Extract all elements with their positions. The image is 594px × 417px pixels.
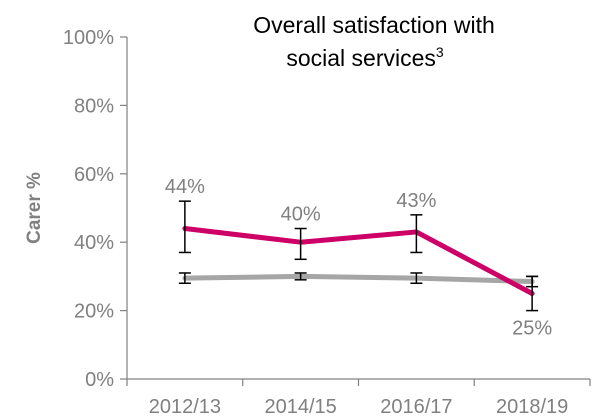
data-label: 43%: [396, 190, 436, 212]
x-tick-label: 2016/17: [380, 396, 452, 417]
chart-title-line2-text: social services: [286, 45, 436, 71]
x-tick-label: 2018/19: [496, 396, 568, 417]
data-label: 25%: [512, 318, 552, 340]
y-tick-label: 60%: [74, 164, 114, 186]
chart-title: Overall satisfaction with social service…: [253, 12, 495, 71]
chart-title-line1: Overall satisfaction with: [253, 12, 495, 38]
x-tick-label: 2014/15: [264, 396, 336, 417]
y-tick-label: 40%: [74, 232, 114, 254]
y-tick-label: 0%: [85, 369, 114, 391]
axes: 0% 20% 40% 60% 80% 100% 2012/13 2014/15 2016/17 2…: [63, 27, 591, 417]
data-labels-layer: 44% 40% 43% 25%: [165, 176, 552, 339]
data-label: 40%: [281, 204, 321, 226]
data-label: 44%: [165, 176, 205, 198]
y-tick-label: 80%: [74, 95, 114, 117]
y-axis-label: Carer %: [24, 172, 45, 244]
x-tick-label: 2012/13: [149, 396, 221, 417]
series-layer: [178, 200, 539, 312]
series-line: [182, 273, 535, 285]
chart-title-line2: social services3: [286, 44, 444, 71]
chart-title-superscript: 3: [436, 44, 444, 60]
series-line: [182, 226, 535, 296]
y-tick-label: 100%: [63, 27, 114, 49]
y-tick-label: 20%: [74, 301, 114, 323]
